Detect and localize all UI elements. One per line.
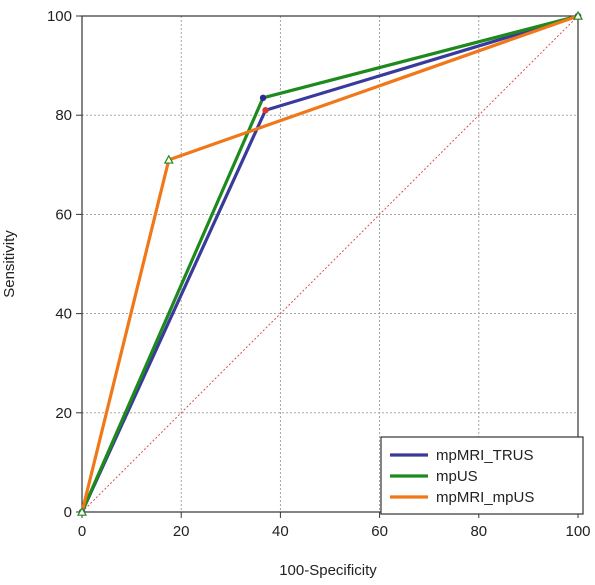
y-tick-label: 100 [47,8,72,25]
diagonal-layer [81,15,579,513]
y-tick-label: 0 [64,504,72,521]
x-tick-label: 0 [78,523,86,540]
y-tick-label: 40 [55,306,72,323]
x-axis-label: 100-Specificity [279,562,377,579]
legend: mpMRI_TRUS mpUS mpMRI_mpUS [380,436,584,515]
marker-layer [76,10,584,516]
data-point-mpUS [259,94,267,102]
x-tick-label: 60 [371,523,388,540]
x-tick-label: 20 [173,523,190,540]
y-axis-label: Sensitivity [1,230,18,298]
legend-label-mpMRI_mpUS: mpMRI_mpUS [436,489,534,506]
legend-label-mpUS: mpUS [436,468,478,485]
data-point-mpMRI_mpUS [163,154,174,164]
data-point-mpMRI_TRUS [262,107,269,114]
legend-label-mpMRI_TRUS: mpMRI_TRUS [436,447,534,464]
grid-layer [82,16,578,512]
plot-frame [81,15,579,513]
x-tick-label: 40 [272,523,289,540]
reference-diagonal [81,15,579,513]
y-tick-label: 20 [55,405,72,422]
x-tick-label: 80 [470,523,487,540]
y-tick-label: 80 [55,107,72,124]
x-tick-label: 100 [565,523,590,540]
data-point-mpMRI_mpUS [572,10,584,20]
y-tick-label: 60 [55,206,72,223]
data-point-mpMRI_mpUS [76,506,88,516]
legend-items: mpMRI_TRUS mpUS mpMRI_mpUS [390,447,534,506]
tick-label-layer: 0 20 40 60 80 100 0 20 40 60 80 100 [47,8,591,540]
